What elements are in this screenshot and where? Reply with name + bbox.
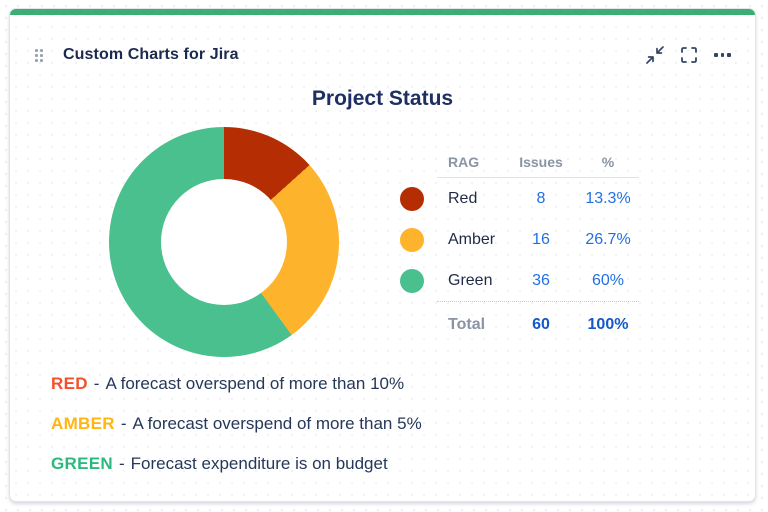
legend-row-percent: 60% [591, 271, 625, 289]
legend-row-percent: 13.3% [585, 189, 631, 207]
gadget-card: Custom Charts for Jira Project Status RA… [9, 8, 756, 502]
definition-separator: - [93, 374, 100, 393]
legend-header-divider [437, 177, 639, 178]
legend-header-row: RAG Issues % [400, 147, 644, 177]
definition-separator: - [120, 414, 127, 433]
header-issues: Issues [519, 154, 563, 170]
definition-separator: - [118, 454, 125, 473]
definition-green: GREEN - Forecast expenditure is on budget [51, 452, 388, 476]
total-percent: 100% [587, 315, 629, 333]
donut-hole [161, 179, 287, 305]
definition-amber: AMBER - A forecast overspend of more than … [51, 412, 422, 436]
donut-chart[interactable] [109, 127, 339, 357]
total-issues: 60 [532, 315, 550, 333]
collapse-icon[interactable] [644, 44, 666, 66]
drag-handle-icon[interactable] [35, 49, 43, 62]
definition-term: AMBER [51, 414, 115, 433]
definition-text: A forecast overspend of more than 5% [132, 414, 422, 433]
fullscreen-icon[interactable] [678, 44, 700, 66]
legend-row-label: Red [448, 189, 478, 207]
legend-row-issues: 8 [536, 189, 546, 207]
card-accent-bar [10, 9, 755, 15]
legend-row-percent: 26.7% [585, 230, 631, 248]
card-title: Custom Charts for Jira [63, 46, 239, 63]
legend-total-row: Total 60 100% [400, 302, 644, 347]
definition-red: RED - A forecast overspend of more than 10… [51, 372, 404, 396]
legend-table: RAG Issues % Red 8 13.3% Amber 16 26.7% … [400, 147, 644, 347]
chart-title: Project Status [311, 87, 454, 110]
legend-row-issues: 36 [532, 271, 550, 289]
header-percent: % [601, 154, 615, 170]
legend-row-label: Green [448, 271, 493, 289]
legend-row-issues: 16 [532, 230, 550, 248]
definition-text: Forecast expenditure is on budget [130, 454, 388, 473]
green-swatch [400, 268, 424, 293]
red-swatch [400, 186, 424, 211]
legend-row-red[interactable]: Red 8 13.3% [400, 178, 644, 219]
legend-row-amber[interactable]: Amber 16 26.7% [400, 219, 644, 260]
definition-term: GREEN [51, 454, 113, 473]
legend-row-green[interactable]: Green 36 60% [400, 260, 644, 301]
header-rag: RAG [448, 154, 480, 170]
more-options-icon[interactable] [714, 50, 736, 60]
definition-term: RED [51, 374, 88, 393]
legend-row-label: Amber [448, 230, 496, 248]
total-label: Total [448, 315, 486, 333]
amber-swatch [400, 227, 424, 252]
legend-total-divider [437, 301, 639, 302]
definition-text: A forecast overspend of more than 10% [105, 374, 405, 393]
